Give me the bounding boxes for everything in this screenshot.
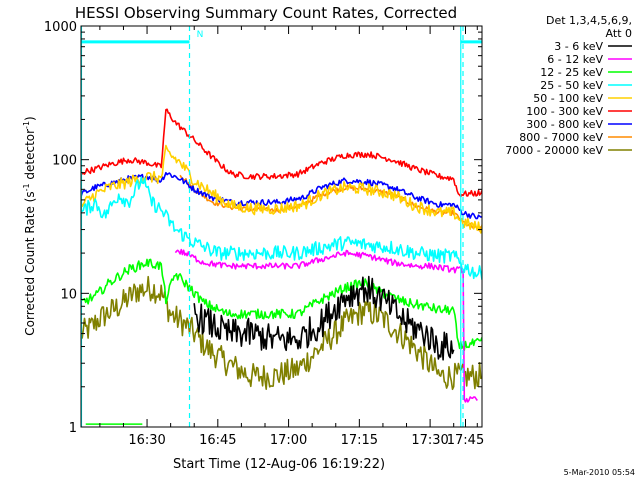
legend-title-line-1: Det 1,3,4,5,6,9, xyxy=(546,14,632,27)
chart-title: HESSI Observing Summary Count Rates, Cor… xyxy=(75,4,457,22)
y-axis-label-mid: detector xyxy=(23,129,37,184)
legend-label-8: 800 - 7000 keV xyxy=(519,131,603,144)
y-tick-label-2: 100 xyxy=(52,154,77,169)
x-axis-label: Start Time (12-Aug-06 16:19:22) xyxy=(173,457,385,472)
y-tick-label-3: 1000 xyxy=(44,20,77,35)
x-tick-label-3: 17:15 xyxy=(341,433,378,448)
x-tick-label-4: 17:30 xyxy=(411,433,448,448)
x-tick-label-5: 17:45 xyxy=(447,433,484,448)
y-axis-label-end: ) xyxy=(23,116,37,121)
y-axis-label: Corrected Count Rate (s-1 detector-1) xyxy=(22,116,37,335)
legend-label-5: 50 - 100 keV xyxy=(533,92,603,105)
x-tick-label-2: 17:00 xyxy=(270,433,307,448)
footer-timestamp: 5-Mar-2010 05:54 xyxy=(564,468,635,477)
legend-label-7: 300 - 800 keV xyxy=(526,118,603,131)
y-axis-label-main: Corrected Count Rate (s xyxy=(23,191,37,335)
legend-label-4: 25 - 50 keV xyxy=(540,79,603,92)
legend-title-line-2: Att 0 xyxy=(606,27,632,40)
x-tick-label-0: 16:30 xyxy=(128,433,165,448)
plot-frame xyxy=(80,25,483,428)
legend-label-1: 3 - 6 keV xyxy=(554,40,603,53)
y-axis-label-sup-2: -1 xyxy=(22,121,31,129)
series-line-2 xyxy=(174,248,478,403)
y-axis-label-sup-1: -1 xyxy=(22,183,31,191)
annotation-label-7: N xyxy=(197,30,204,40)
series-line-9 xyxy=(81,275,482,391)
series-line-1 xyxy=(193,275,455,361)
legend-label-3: 12 - 25 keV xyxy=(540,66,603,79)
series-line-3 xyxy=(81,258,482,351)
series-line-4 xyxy=(81,176,482,281)
x-tick-label-1: 16:45 xyxy=(199,433,236,448)
legend-label-2: 6 - 12 keV xyxy=(547,53,603,66)
y-tick-label-0: 1 xyxy=(69,421,77,436)
legend-label-6: 100 - 300 keV xyxy=(526,105,603,118)
series-line-6 xyxy=(81,108,482,198)
legend-label-9: 7000 - 20000 keV xyxy=(505,144,603,157)
series-line-5 xyxy=(81,144,482,234)
y-tick-label-1: 10 xyxy=(60,287,77,302)
